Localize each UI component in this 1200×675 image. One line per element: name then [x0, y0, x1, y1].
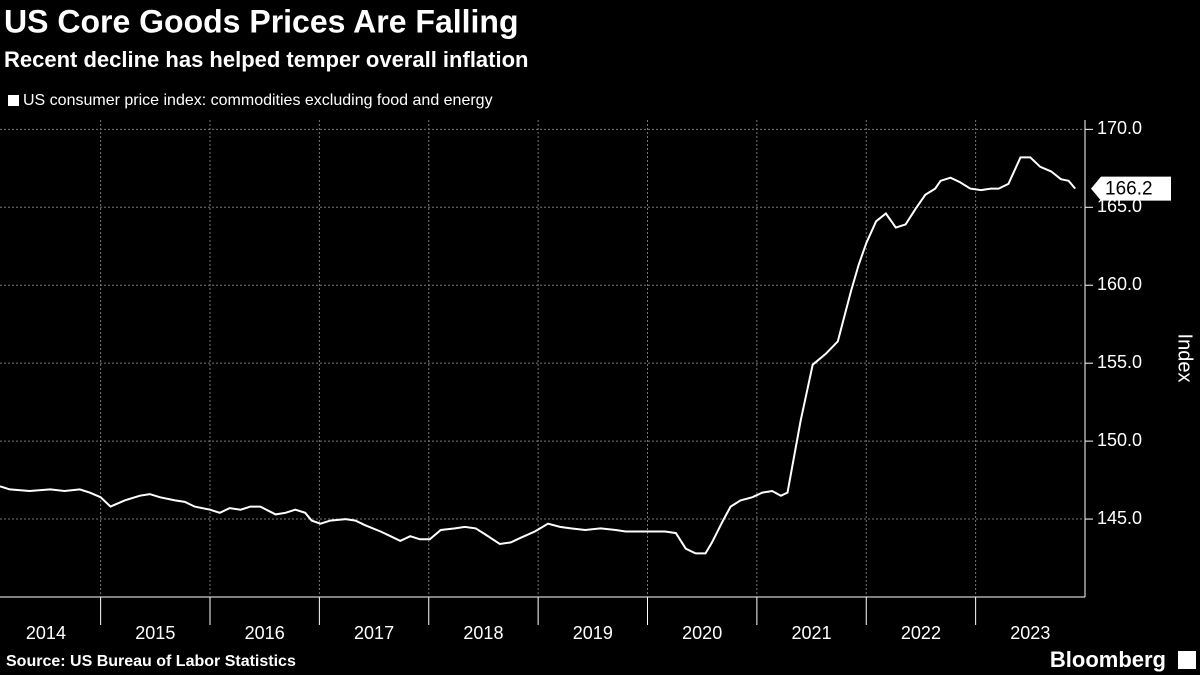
y-tick-label: 160.0: [1097, 274, 1142, 294]
last-value-label: 166.2: [1105, 179, 1153, 200]
y-tick-label: 150.0: [1097, 430, 1142, 450]
brand-icon: [1178, 651, 1196, 669]
source: Source: US Bureau of Labor Statistics: [6, 653, 296, 670]
y-axis-label: Index: [1174, 334, 1196, 383]
x-tick-label: 2020: [682, 623, 722, 643]
x-tick-label: 2023: [1010, 623, 1050, 643]
x-tick-label: 2014: [26, 623, 66, 643]
y-tick-label: 145.0: [1097, 508, 1142, 528]
y-tick-label: 170.0: [1097, 118, 1142, 138]
x-tick-label: 2016: [245, 623, 285, 643]
legend-swatch: [8, 95, 19, 106]
x-tick-label: 2015: [135, 623, 175, 643]
chart-title: US Core Goods Prices Are Falling: [4, 3, 519, 39]
x-tick-label: 2021: [792, 623, 832, 643]
y-tick-label: 165.0: [1097, 196, 1142, 216]
chart-subtitle: Recent decline has helped temper overall…: [4, 47, 528, 72]
brand: Bloomberg: [1050, 647, 1166, 672]
last-value-box: [1091, 176, 1171, 201]
x-tick-label: 2019: [573, 623, 613, 643]
x-tick-label: 2022: [901, 623, 941, 643]
y-tick-label: 155.0: [1097, 352, 1142, 372]
x-tick-label: 2017: [354, 623, 394, 643]
data-line: [0, 156, 1076, 555]
legend-label: US consumer price index: commodities exc…: [23, 92, 493, 109]
x-tick-label: 2018: [463, 623, 503, 643]
